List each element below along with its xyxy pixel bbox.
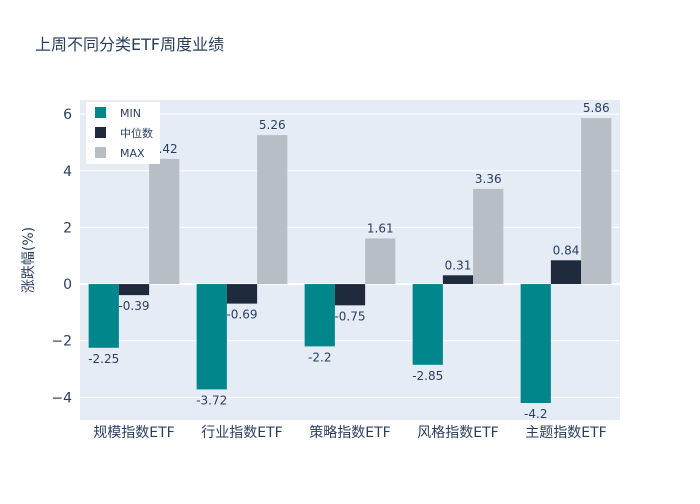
x-tick-label: 主题指数ETF [525, 425, 606, 441]
x-tick-label: 行业指数ETF [201, 425, 282, 441]
y-tick-label: −2 [51, 334, 72, 350]
y-tick-label: 2 [63, 220, 72, 236]
bar [304, 284, 335, 347]
bar [581, 118, 612, 285]
legend-label[interactable]: MAX [120, 147, 145, 160]
data-label: 1.61 [367, 221, 394, 235]
bar [196, 284, 227, 390]
y-tick-label: 6 [63, 107, 72, 123]
data-label: 5.26 [259, 118, 286, 132]
y-tick-label: 4 [63, 164, 72, 180]
data-label: -3.72 [196, 393, 227, 407]
bar [226, 284, 258, 304]
chart-title: 上周不同分类ETF周度业绩 [35, 35, 224, 54]
data-label: -0.39 [118, 299, 149, 313]
bar [334, 284, 366, 306]
data-label: -2.85 [412, 369, 443, 383]
y-axis-ticks: −4 −2 0 2 4 6 [51, 107, 72, 406]
x-axis-ticks: 规模指数ETF 行业指数ETF 策略指数ETF 风格指数ETF 主题指数ETF [93, 424, 606, 441]
data-label: 3.36 [475, 172, 502, 186]
legend-swatch[interactable] [95, 107, 106, 118]
legend-label[interactable]: MIN [120, 107, 141, 120]
bars [88, 118, 612, 404]
bar [257, 135, 288, 285]
data-label: -0.69 [226, 308, 257, 322]
bar [365, 238, 396, 285]
legend-label[interactable]: 中位数 [120, 126, 153, 140]
y-tick-label: −4 [51, 390, 72, 406]
bar [149, 158, 180, 285]
data-labels: -2.25-0.394.42-3.72-0.695.26-2.2-0.751.6… [88, 101, 609, 421]
legend-swatch[interactable] [95, 127, 106, 138]
data-label: -0.75 [334, 309, 365, 323]
bar [473, 188, 504, 285]
legend-swatch[interactable] [95, 147, 106, 158]
x-tick-label: 风格指数ETF [417, 425, 498, 441]
data-label: -2.25 [88, 352, 119, 366]
bar [442, 275, 474, 285]
data-label: 0.31 [445, 258, 472, 272]
bar [88, 284, 119, 348]
data-label: -2.2 [308, 350, 331, 364]
bar [412, 284, 443, 365]
bar [550, 260, 582, 285]
x-tick-label: 规模指数ETF [93, 425, 174, 441]
y-axis-title: 涨跌幅(%) [21, 227, 37, 293]
data-label: 0.84 [553, 243, 580, 257]
bar [520, 284, 551, 404]
y-tick-label: 0 [63, 277, 72, 293]
bar [118, 284, 150, 296]
x-tick-label: 策略指数ETF [309, 424, 390, 441]
data-label: -4.2 [524, 407, 547, 421]
legend[interactable]: MIN 中位数 MAX [86, 102, 160, 164]
data-label: 5.86 [583, 101, 610, 115]
